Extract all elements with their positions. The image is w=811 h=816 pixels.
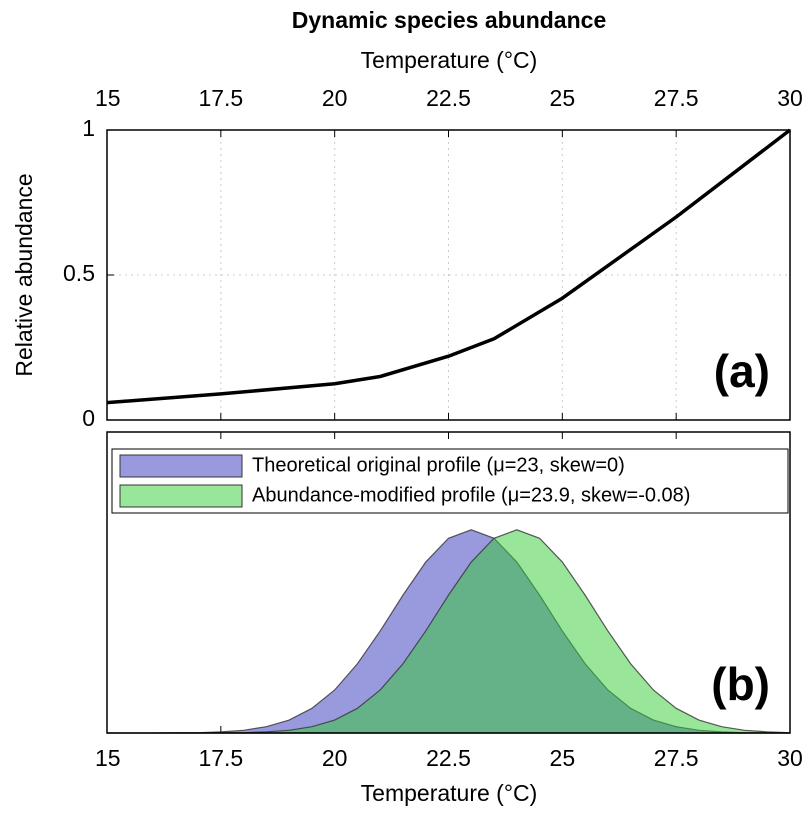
chart-title: Dynamic species abundance [292, 7, 606, 33]
x-tick-label: 22.5 [426, 745, 471, 771]
x-tick-label: 17.5 [198, 745, 243, 771]
plot-frame [106, 431, 791, 734]
x-tick-label: 22.5 [426, 85, 471, 111]
x-tick-label: 27.5 [654, 745, 699, 771]
panel-annotation: (a) [714, 345, 770, 397]
x-tick-label: 20 [322, 745, 348, 771]
panel-annotation: (b) [711, 658, 770, 710]
x-tick-label: 15 [95, 85, 121, 111]
x-tick-label: 25 [550, 745, 576, 771]
x-tick-label: 27.5 [654, 85, 699, 111]
legend-swatch [119, 484, 243, 508]
y-tick-label: 0.5 [63, 260, 95, 286]
legend-swatch [119, 454, 243, 478]
line [106, 128, 792, 405]
x-tick-label: 25 [550, 85, 576, 111]
x-tick-label: 30 [777, 85, 803, 111]
y-tick-label: 1 [82, 115, 95, 141]
y-axis-label: Relative abundance [11, 173, 37, 376]
x-tick-label: 17.5 [198, 85, 243, 111]
x-tick-label: 30 [777, 745, 803, 771]
legend-label: Theoretical original profile (μ=23, skew… [252, 454, 625, 476]
y-tick-label: 0 [82, 405, 95, 431]
legend-label: Abundance-modified profile (μ=23.9, skew… [252, 484, 690, 506]
x-axis-label: Temperature (°C) [361, 780, 538, 806]
x-tick-label: 15 [95, 745, 121, 771]
x-axis-label-top: Temperature (°C) [361, 47, 538, 73]
x-tick-label: 20 [322, 85, 348, 111]
plot-frame [106, 129, 791, 421]
